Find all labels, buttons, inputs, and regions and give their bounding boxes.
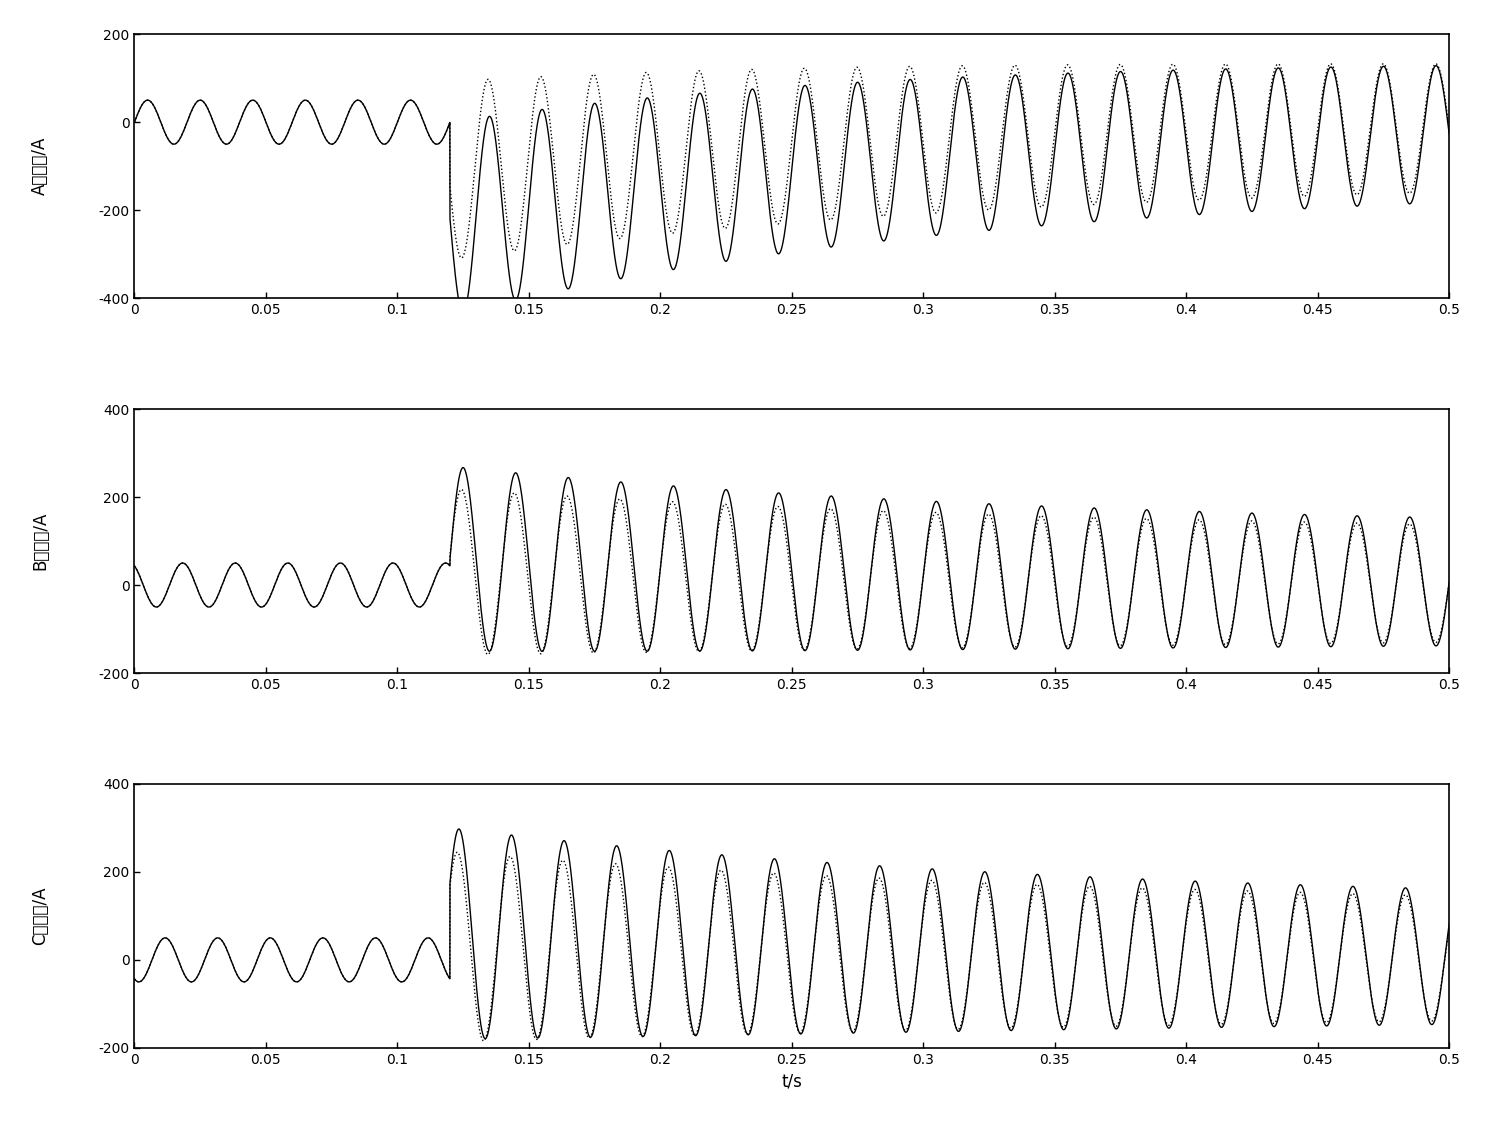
Y-axis label: A相电流/A: A相电流/A <box>31 137 49 196</box>
Y-axis label: C相电流/A: C相电流/A <box>31 886 49 945</box>
X-axis label: t/s: t/s <box>781 1072 802 1090</box>
Y-axis label: B相电流/A: B相电流/A <box>31 511 49 571</box>
